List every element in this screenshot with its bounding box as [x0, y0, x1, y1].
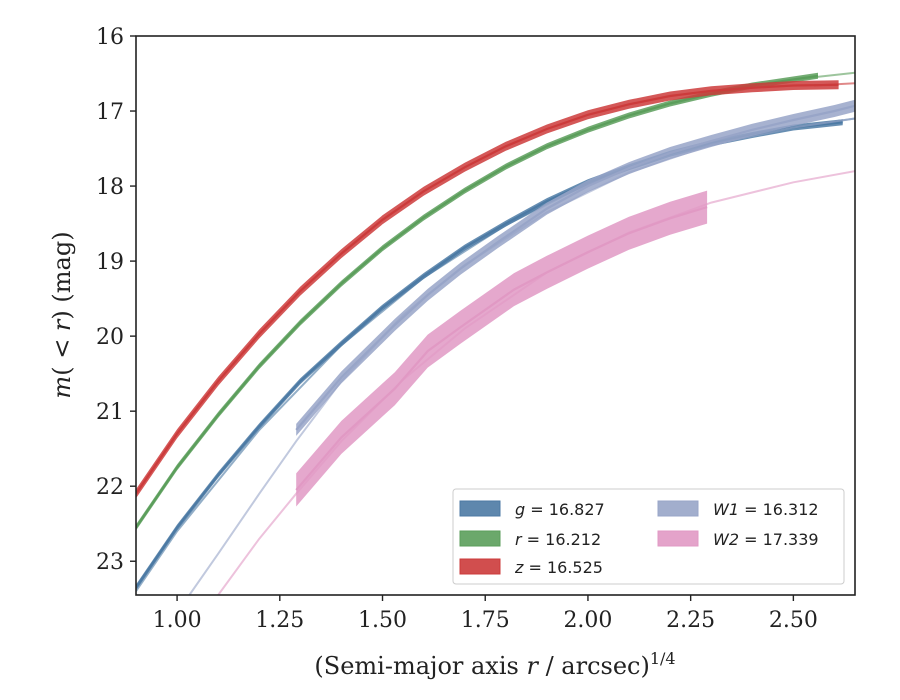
profile-band-w2	[296, 190, 708, 507]
y-tick-label: 16	[96, 25, 124, 50]
legend: g = 16.827 r = 16.212 z = 16.525 W1 = 16.31…	[452, 488, 845, 585]
legend-swatch-z	[459, 558, 501, 575]
y-tick-label: 22	[96, 475, 124, 500]
x-tick-label: 2.50	[769, 608, 818, 633]
y-tick-label: 18	[96, 175, 124, 200]
legend-swatch-w1	[657, 500, 699, 517]
profile-line-w1	[295, 104, 855, 431]
legend-swatch-w2	[657, 530, 699, 547]
ticks-layer: 1.00 1.25 1.50 1.75 2.00 2.25 2.50 16 17 18 19 20 21…	[96, 25, 818, 633]
series-z	[136, 80, 855, 499]
x-tick-label: 1.00	[153, 608, 202, 633]
series-w2	[217, 170, 855, 595]
y-tick-label: 17	[96, 100, 124, 125]
y-tick-label: 23	[96, 550, 124, 575]
x-tick-label: 1.50	[358, 608, 407, 633]
profile-line-r	[136, 74, 819, 529]
series-layer	[136, 71, 855, 595]
y-tick-label: 21	[96, 400, 124, 425]
x-axis-label: (Semi-major axis r / arcsec)1/4	[314, 649, 675, 680]
legend-swatch-g	[459, 500, 501, 517]
series-w1	[188, 99, 855, 595]
y-tick-label: 20	[96, 325, 124, 350]
legend-label-w2: W2 = 17.339	[713, 530, 819, 549]
profile-line-z	[136, 83, 839, 495]
legend-label-w1: W1 = 16.312	[713, 500, 819, 519]
svg-text:(Semi-major axis r / arcsec)1/: (Semi-major axis r / arcsec)1/4	[314, 649, 675, 680]
y-axis-label: m( < r) (mag)	[48, 231, 76, 398]
svg-text:m( < r) (mag): m( < r) (mag)	[48, 231, 76, 398]
profile-line-w2	[295, 206, 708, 491]
x-tick-label: 2.25	[666, 608, 715, 633]
legend-swatch-r	[459, 530, 501, 547]
x-tick-label: 1.75	[461, 608, 510, 633]
plot-frame	[135, 35, 856, 596]
series-r	[136, 71, 855, 531]
legend-label-g: g = 16.827	[515, 500, 605, 519]
legend-label-r: r = 16.212	[515, 530, 601, 549]
x-tick-label: 2.00	[563, 608, 612, 633]
legend-box	[452, 488, 845, 585]
x-tick-label: 1.25	[255, 608, 304, 633]
y-tick-label: 19	[96, 250, 124, 275]
legend-label-z: z = 16.525	[514, 558, 603, 577]
